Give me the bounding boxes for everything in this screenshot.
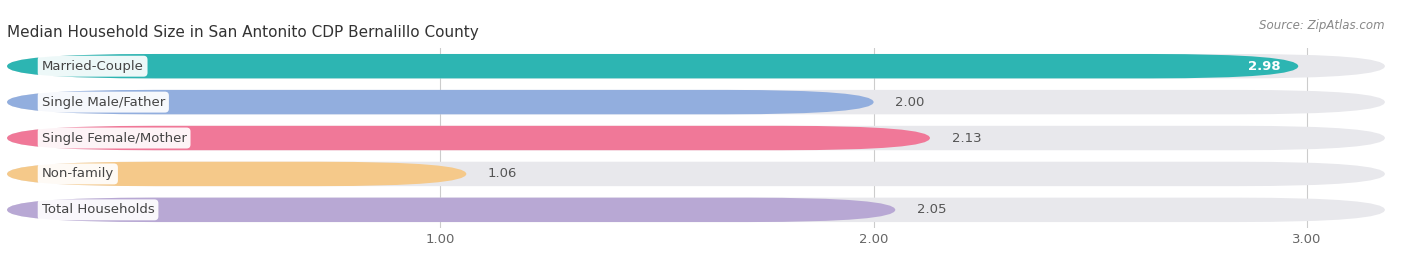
FancyBboxPatch shape — [7, 162, 467, 186]
FancyBboxPatch shape — [7, 126, 929, 150]
Text: Median Household Size in San Antonito CDP Bernalillo County: Median Household Size in San Antonito CD… — [7, 25, 479, 40]
Text: Single Male/Father: Single Male/Father — [42, 96, 165, 109]
FancyBboxPatch shape — [7, 90, 1385, 114]
FancyBboxPatch shape — [7, 126, 1385, 150]
Text: 1.06: 1.06 — [488, 168, 517, 180]
FancyBboxPatch shape — [7, 162, 1385, 186]
Text: 2.05: 2.05 — [917, 203, 946, 216]
Text: Non-family: Non-family — [42, 168, 114, 180]
FancyBboxPatch shape — [7, 54, 1385, 79]
Text: Total Households: Total Households — [42, 203, 155, 216]
FancyBboxPatch shape — [7, 54, 1298, 79]
Text: 2.00: 2.00 — [896, 96, 925, 109]
FancyBboxPatch shape — [7, 198, 1385, 222]
Text: 2.13: 2.13 — [952, 132, 981, 144]
Text: 2.98: 2.98 — [1249, 60, 1281, 73]
Text: Source: ZipAtlas.com: Source: ZipAtlas.com — [1260, 19, 1385, 32]
FancyBboxPatch shape — [7, 90, 873, 114]
Text: Single Female/Mother: Single Female/Mother — [42, 132, 187, 144]
FancyBboxPatch shape — [7, 198, 896, 222]
Text: Married-Couple: Married-Couple — [42, 60, 143, 73]
